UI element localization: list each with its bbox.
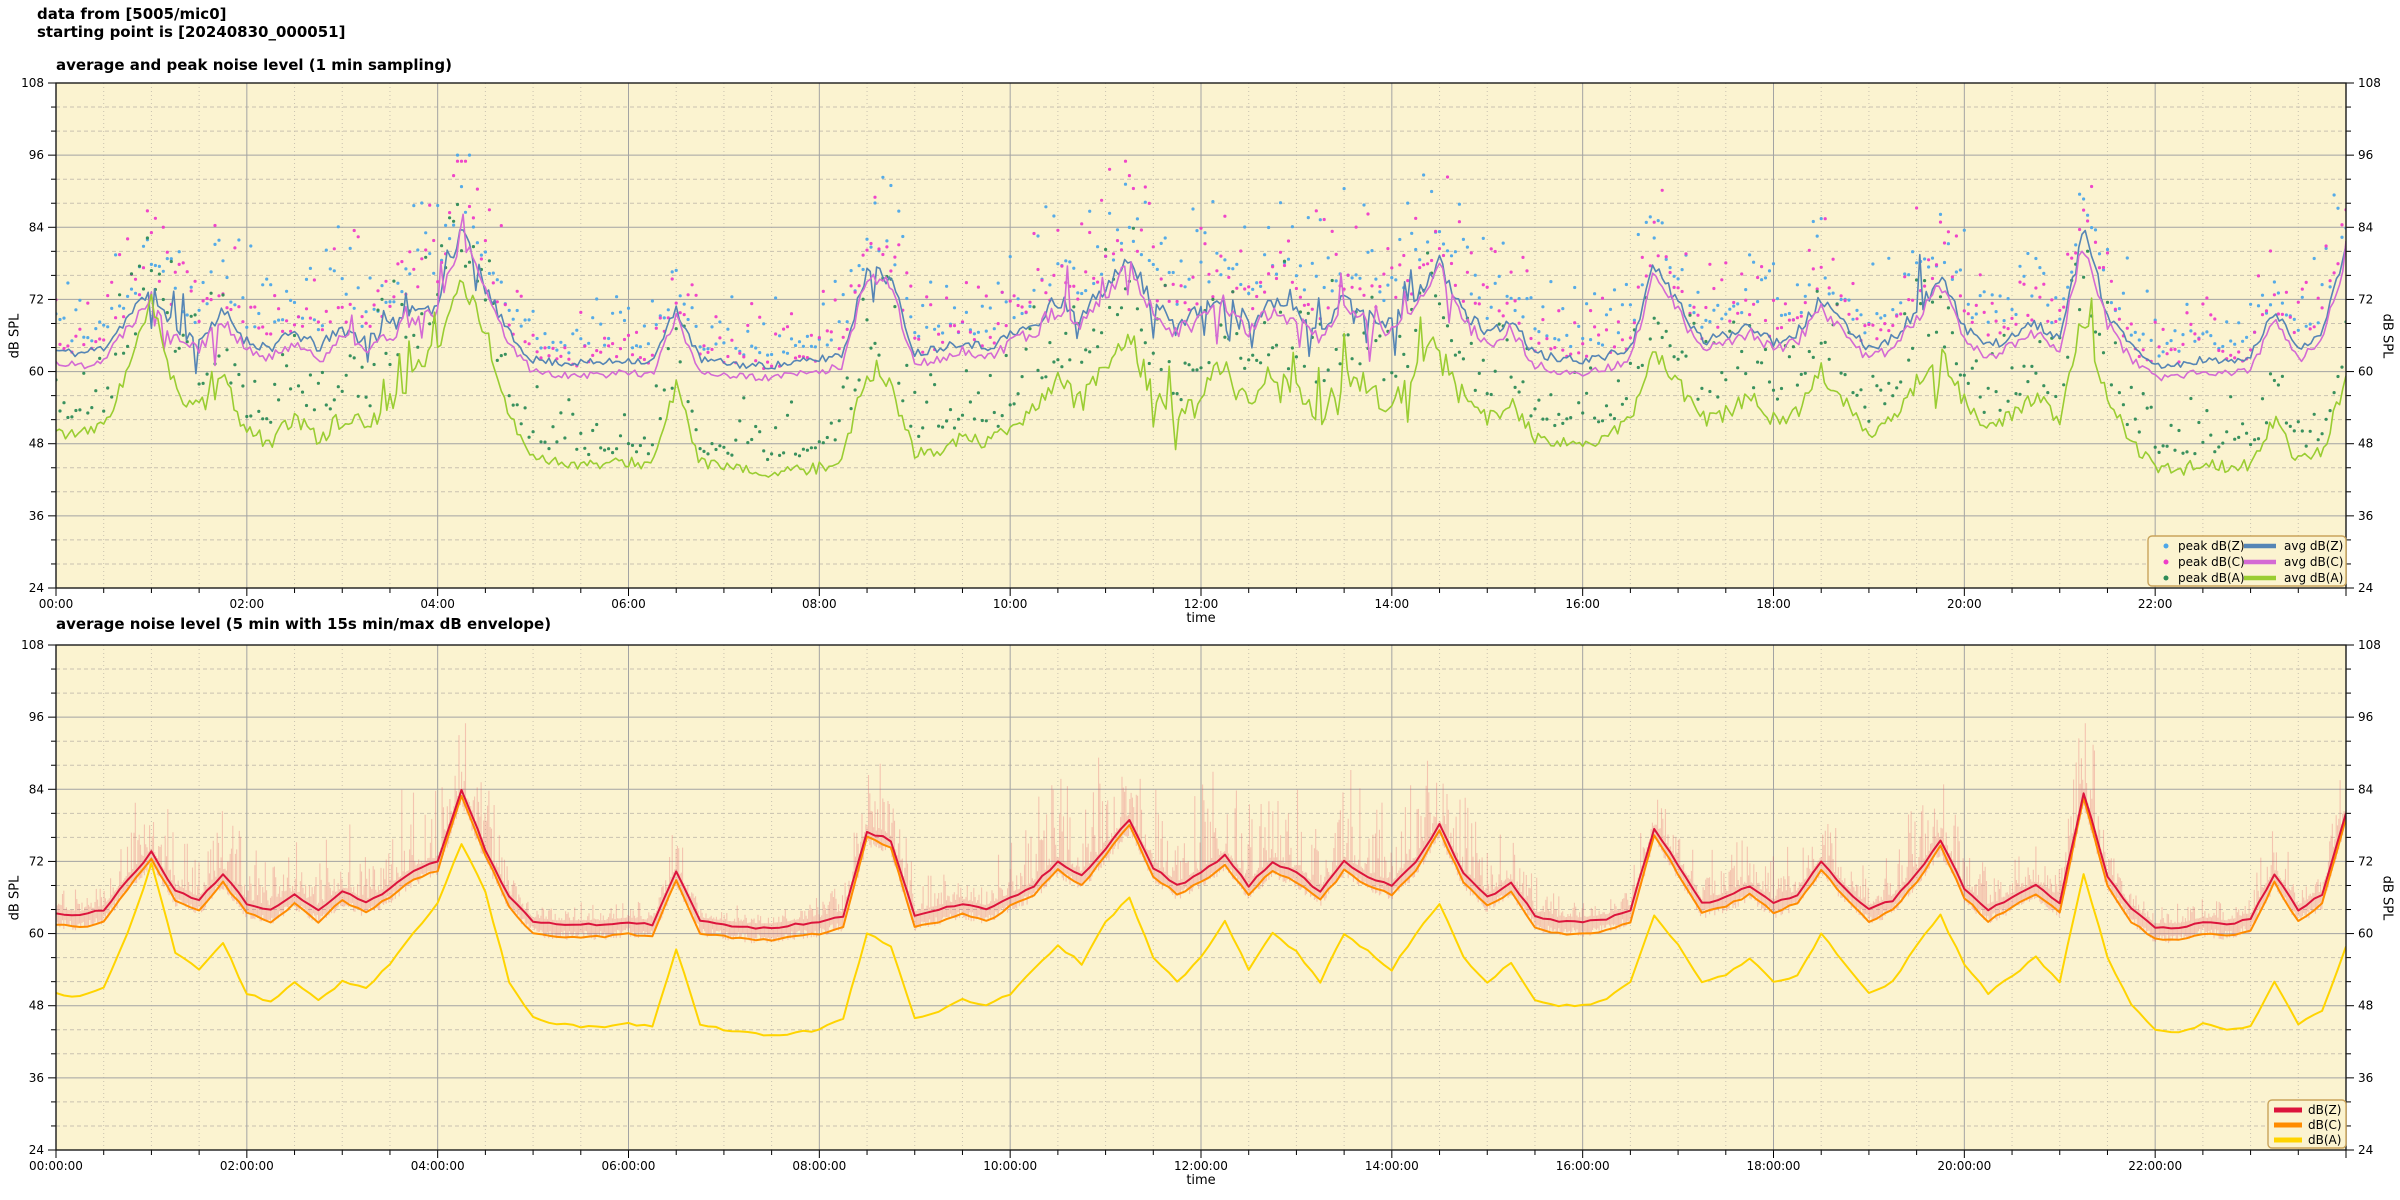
chart1-title: average and peak noise level (1 min samp…: [56, 56, 452, 74]
c0-ticks: 24 24 36 36 48 48 60 60 72 72 84 84 96 96 108 108 00:00 0…: [21, 76, 2381, 611]
chart2: 24 24 36 36 48 48 60 60 72 72 84 84 96 96 108 108 00:00:…: [21, 638, 2381, 1173]
svg-text:24: 24: [29, 581, 44, 595]
svg-text:dB(Z): dB(Z): [2308, 1103, 2341, 1117]
c1-grid: [55, 644, 2347, 1151]
svg-text:00:00:00: 00:00:00: [29, 1159, 83, 1173]
svg-text:peak dB(C): peak dB(C): [2178, 555, 2245, 569]
svg-text:72: 72: [2358, 854, 2373, 868]
svg-text:72: 72: [29, 854, 44, 868]
svg-text:48: 48: [29, 437, 44, 451]
dba-line: [56, 843, 2346, 1037]
svg-text:24: 24: [2358, 1143, 2373, 1157]
svg-text:14:00: 14:00: [1375, 597, 1410, 611]
svg-text:10:00: 10:00: [993, 597, 1028, 611]
svg-text:48: 48: [29, 999, 44, 1013]
svg-text:16:00: 16:00: [1565, 597, 1600, 611]
c1-legend: dB(Z)dB(C)dB(A): [2267, 1099, 2347, 1149]
svg-text:108: 108: [21, 638, 44, 652]
header-line-2: starting point is [20240830_000051]: [37, 23, 346, 41]
header: data from [5005/mic0] starting point is …: [37, 5, 345, 41]
svg-text:36: 36: [29, 509, 44, 523]
svg-text:20:00:00: 20:00:00: [1937, 1159, 1991, 1173]
svg-text:22:00: 22:00: [2138, 597, 2173, 611]
svg-text:dB(C): dB(C): [2308, 1118, 2342, 1132]
svg-text:72: 72: [29, 292, 44, 306]
c0-plot-border: [55, 82, 2347, 589]
svg-text:96: 96: [2358, 710, 2373, 724]
svg-text:10:00:00: 10:00:00: [983, 1159, 1037, 1173]
svg-text:00:00: 00:00: [39, 597, 74, 611]
chart1-ylabel-left: dB SPL: [7, 313, 23, 359]
chart1-xlabel: time: [1186, 611, 1216, 626]
svg-text:60: 60: [29, 927, 44, 941]
c1-ticks: 24 24 36 36 48 48 60 60 72 72 84 84 96 96 108 108 00:00:…: [21, 638, 2381, 1173]
svg-text:48: 48: [2358, 999, 2373, 1013]
dbz-line: [56, 789, 2346, 930]
svg-text:06:00:00: 06:00:00: [602, 1159, 656, 1173]
svg-text:18:00: 18:00: [1756, 597, 1791, 611]
svg-text:96: 96: [2358, 148, 2373, 162]
chart2-xlabel: time: [1186, 1173, 1216, 1188]
svg-text:avg dB(Z): avg dB(Z): [2284, 539, 2343, 553]
chart1-ylabel-right: dB SPL: [2379, 313, 2395, 359]
svg-text:06:00: 06:00: [611, 597, 646, 611]
chart2-title: average noise level (5 min with 15s min/…: [56, 615, 552, 633]
svg-text:36: 36: [29, 1071, 44, 1085]
avg-dbc-line: [56, 213, 2346, 382]
svg-text:18:00:00: 18:00:00: [1747, 1159, 1801, 1173]
svg-text:60: 60: [2358, 927, 2373, 941]
c0-series: [56, 153, 2346, 478]
svg-text:72: 72: [2358, 292, 2373, 306]
svg-text:84: 84: [29, 220, 44, 234]
svg-text:84: 84: [2358, 782, 2373, 796]
svg-text:96: 96: [29, 148, 44, 162]
svg-text:36: 36: [2358, 509, 2373, 523]
svg-text:12:00:00: 12:00:00: [1174, 1159, 1228, 1173]
chart2-ylabel-left: dB SPL: [7, 875, 23, 921]
c1-series: [56, 723, 2346, 1037]
svg-text:22:00:00: 22:00:00: [2128, 1159, 2182, 1173]
svg-text:08:00: 08:00: [802, 597, 837, 611]
svg-text:108: 108: [2358, 638, 2381, 652]
svg-text:14:00:00: 14:00:00: [1365, 1159, 1419, 1173]
c0-legend: peak dB(Z) peak dB(C) peak dB(A) avg dB(Z) a…: [2147, 535, 2347, 587]
dbc-line: [56, 795, 2346, 942]
svg-text:12:00: 12:00: [1184, 597, 1219, 611]
svg-text:dB(A): dB(A): [2308, 1133, 2341, 1147]
svg-text:peak dB(Z): peak dB(Z): [2178, 539, 2245, 553]
svg-text:36: 36: [2358, 1071, 2373, 1085]
svg-text:60: 60: [29, 365, 44, 379]
svg-text:peak dB(A): peak dB(A): [2178, 571, 2245, 585]
svg-text:84: 84: [29, 782, 44, 796]
svg-text:avg dB(C): avg dB(C): [2284, 555, 2343, 569]
svg-text:108: 108: [21, 76, 44, 90]
svg-text:96: 96: [29, 710, 44, 724]
chart1: 24 24 36 36 48 48 60 60 72 72 84 84 96 96 108 108 00:00 0…: [21, 76, 2381, 611]
svg-text:48: 48: [2358, 437, 2373, 451]
svg-text:04:00: 04:00: [420, 597, 455, 611]
svg-text:16:00:00: 16:00:00: [1556, 1159, 1610, 1173]
svg-text:84: 84: [2358, 220, 2373, 234]
svg-text:avg dB(A): avg dB(A): [2284, 571, 2343, 585]
svg-text:02:00: 02:00: [230, 597, 265, 611]
header-line-1: data from [5005/mic0]: [37, 5, 227, 23]
svg-text:108: 108: [2358, 76, 2381, 90]
svg-text:04:00:00: 04:00:00: [411, 1159, 465, 1173]
svg-text:02:00:00: 02:00:00: [220, 1159, 274, 1173]
c1-plot-border: [55, 644, 2347, 1151]
svg-text:60: 60: [2358, 365, 2373, 379]
svg-text:24: 24: [2358, 581, 2373, 595]
svg-text:24: 24: [29, 1143, 44, 1157]
avg-dba-line: [56, 279, 2346, 478]
svg-text:20:00: 20:00: [1947, 597, 1982, 611]
svg-text:08:00:00: 08:00:00: [792, 1159, 846, 1173]
chart2-ylabel-right: dB SPL: [2379, 875, 2395, 921]
